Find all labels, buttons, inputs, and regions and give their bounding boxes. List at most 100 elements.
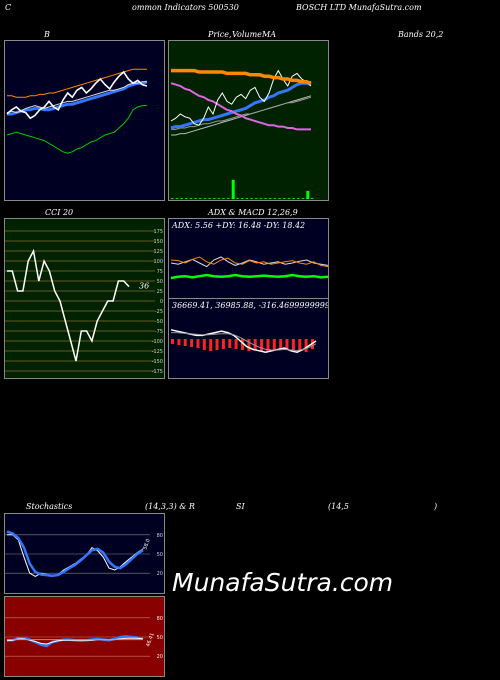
cci-tick-label: -75 bbox=[155, 329, 163, 335]
stoch-chart: 80 50 20 58.0 bbox=[5, 530, 163, 578]
cci-tick-label: 100 bbox=[153, 259, 163, 265]
stoch-title: Stochastics bbox=[26, 502, 73, 511]
volume-bar bbox=[245, 198, 249, 199]
volume-bar bbox=[250, 198, 253, 199]
cci-tick-label: 25 bbox=[157, 289, 163, 295]
rsi-series-0 bbox=[7, 635, 144, 648]
macd-histogram-bar bbox=[221, 339, 225, 349]
volume-bar bbox=[236, 198, 239, 199]
macd-histogram-bar bbox=[241, 339, 244, 350]
macd-histogram-bar bbox=[215, 339, 219, 350]
price-title: Price, bbox=[208, 30, 232, 39]
stoch-tick-label: 20 bbox=[157, 571, 163, 577]
rsi-series-1 bbox=[6, 637, 144, 645]
volume-bar bbox=[287, 198, 291, 199]
macd-histogram-bar bbox=[291, 339, 295, 350]
macd-histogram-bar bbox=[196, 339, 200, 348]
volume-bar bbox=[208, 198, 211, 199]
ma-title: MA bbox=[262, 30, 276, 39]
volume-bar bbox=[301, 198, 305, 199]
volume-spike bbox=[231, 179, 235, 199]
macd-histogram-bar bbox=[285, 339, 289, 349]
bb-title: B bbox=[44, 30, 50, 39]
macd-histogram-bar bbox=[171, 339, 174, 344]
volume-bar bbox=[227, 198, 230, 199]
macd-histogram-bar bbox=[260, 339, 264, 351]
adx-panel: ADX: 5.56 +DY: 16.48 -DY: 18.42 bbox=[168, 218, 329, 299]
volume-bar bbox=[180, 198, 183, 199]
bb-panel bbox=[4, 40, 165, 201]
volume-bar bbox=[255, 198, 258, 199]
bb-series-2 bbox=[6, 81, 147, 114]
macd-series-0 bbox=[170, 329, 317, 353]
bands-title: Bands 20,2 bbox=[398, 30, 444, 39]
volume-bar bbox=[222, 198, 225, 199]
cci-tick-label: 50 bbox=[157, 279, 163, 285]
volume-bar bbox=[199, 198, 202, 199]
macd-histogram-bar bbox=[190, 339, 194, 347]
cci-tick-label: -100 bbox=[152, 339, 163, 345]
macd-histogram-bar bbox=[272, 339, 276, 351]
volume-bar bbox=[297, 198, 300, 199]
volume-bar bbox=[241, 198, 244, 199]
volume-bar bbox=[194, 198, 197, 199]
adx-series-2 bbox=[170, 273, 328, 280]
rsi-tick-label: 50 bbox=[157, 635, 163, 641]
bb-chart bbox=[6, 68, 148, 154]
volume-bar bbox=[175, 198, 179, 199]
volume-bar bbox=[171, 198, 174, 199]
macd-histogram-bar bbox=[279, 339, 283, 350]
macd-histogram-bar bbox=[298, 339, 302, 351]
volume-bar bbox=[283, 198, 286, 199]
cci-tick-label: -25 bbox=[155, 309, 163, 315]
header-ticker: BOSCH LTD MunafaSutra.com bbox=[296, 3, 422, 12]
volume-bar bbox=[311, 198, 314, 199]
cci-tick-label: -175 bbox=[152, 369, 163, 375]
adx-title: ADX & MACD 12,26,9 bbox=[208, 208, 298, 217]
macd-panel: 36669.41, 36985.88, -316.46999999999 bbox=[168, 298, 329, 379]
rsi-tick-label: 80 bbox=[157, 616, 163, 622]
header-indicators: ommon Indicators 500530 bbox=[132, 3, 239, 12]
rsi-close-paren: ) bbox=[434, 502, 438, 511]
stoch-last-label: 58.0 bbox=[142, 538, 151, 551]
price-series-3 bbox=[170, 82, 311, 131]
volume-bar bbox=[217, 198, 221, 199]
volume-bar bbox=[269, 198, 272, 199]
volume-bar bbox=[278, 198, 281, 199]
cci-line bbox=[7, 248, 130, 362]
rsi-title: SI bbox=[236, 502, 245, 511]
volume-bar bbox=[292, 198, 295, 199]
macd-histogram-bar bbox=[228, 339, 232, 348]
macd-histogram-bar bbox=[234, 339, 238, 349]
adx-readout: ADX: 5.56 +DY: 16.48 -DY: 18.42 bbox=[172, 221, 306, 230]
volume-bar bbox=[185, 198, 188, 199]
cci-tick-label: 175 bbox=[153, 229, 163, 235]
macd-histogram-bar bbox=[177, 339, 181, 345]
header-c: C bbox=[5, 3, 12, 12]
volume-title: Volume bbox=[232, 30, 262, 39]
volume-bar bbox=[264, 198, 267, 199]
rsi-panel: 80 50 20 46.41 bbox=[4, 596, 165, 677]
macd-histogram-bar bbox=[247, 339, 251, 351]
bb-series-1 bbox=[7, 80, 148, 116]
cci-tick-label: 150 bbox=[153, 239, 163, 245]
volume-bar bbox=[273, 198, 277, 199]
macd-series-1 bbox=[171, 332, 317, 352]
stoch-tick-label: 50 bbox=[157, 552, 163, 558]
stoch-series-1 bbox=[6, 530, 144, 578]
cci-tick-label: 125 bbox=[153, 249, 163, 255]
macd-histogram-bar bbox=[209, 339, 213, 351]
macd-histogram-bar bbox=[202, 339, 206, 350]
cci-tick-label: 75 bbox=[157, 269, 163, 275]
cci-tick-label: -50 bbox=[155, 319, 163, 325]
macd-histogram-bar bbox=[183, 339, 187, 346]
price-series-5 bbox=[171, 68, 312, 85]
cci-title: CCI 20 bbox=[45, 208, 74, 217]
stoch-tick-label: 80 bbox=[157, 533, 163, 539]
stoch-params: (14,3,3) & R bbox=[145, 502, 195, 511]
volume-bar bbox=[189, 198, 193, 199]
price-series-2 bbox=[170, 81, 312, 130]
adx-series-1 bbox=[170, 256, 328, 268]
bb-series-0 bbox=[6, 105, 147, 154]
